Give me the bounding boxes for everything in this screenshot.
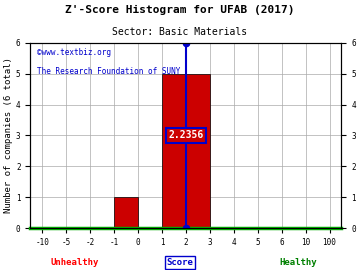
Bar xyxy=(162,74,210,228)
Text: Unhealthy: Unhealthy xyxy=(50,258,99,267)
Text: 2.2356: 2.2356 xyxy=(168,130,203,140)
Text: Z'-Score Histogram for UFAB (2017): Z'-Score Histogram for UFAB (2017) xyxy=(65,5,295,15)
Text: The Research Foundation of SUNY: The Research Foundation of SUNY xyxy=(36,67,180,76)
Text: Healthy: Healthy xyxy=(279,258,317,267)
Text: Sector: Basic Materials: Sector: Basic Materials xyxy=(112,27,248,37)
Text: Score: Score xyxy=(167,258,193,267)
Bar xyxy=(114,197,138,228)
Text: ©www.textbiz.org: ©www.textbiz.org xyxy=(36,48,111,57)
Y-axis label: Number of companies (6 total): Number of companies (6 total) xyxy=(4,58,13,213)
